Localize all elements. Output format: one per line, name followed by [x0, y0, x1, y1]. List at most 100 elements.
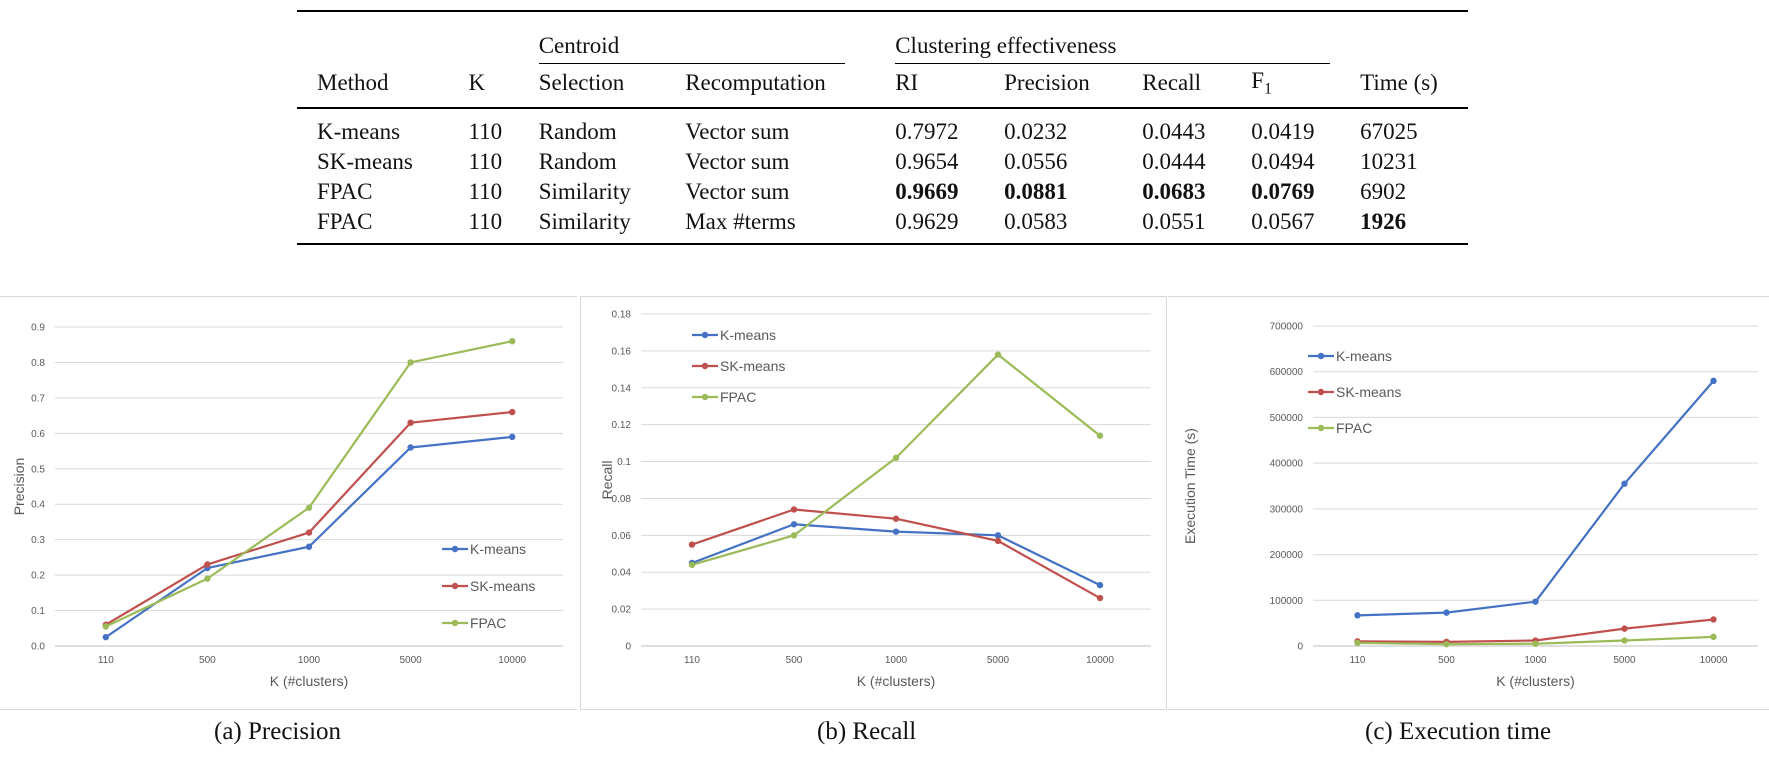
data-point-fpac: [688, 561, 696, 569]
data-point-fpac: [1621, 637, 1628, 644]
cell-recall: 0.0683: [1142, 179, 1206, 204]
data-point-sk-means: [509, 408, 516, 416]
x-axis-title: K (#clusters): [270, 673, 349, 689]
data-point-fpac: [1354, 639, 1361, 647]
precision-chart-panel: 0.0 0.1 0.2 0.3 0.4 0.5 0.6 0.7 0.8 0.9 110 500 1000…: [0, 296, 577, 710]
data-point-fpac: [102, 623, 110, 630]
table-row: K-means 110 Random Vector sum 0.7972 0.0…: [297, 108, 1468, 147]
y-tick-label: 700000: [1270, 322, 1304, 333]
x-axis-title: K (#clusters): [857, 673, 936, 689]
y-tick-label: 0.06: [612, 531, 632, 542]
y-tick-label: 500000: [1270, 413, 1304, 424]
cell-method: FPAC: [297, 207, 449, 245]
centroid-group-header: Centroid: [518, 10, 876, 64]
data-point-sk-means: [790, 506, 798, 513]
x-tick-label: 110: [1350, 655, 1366, 666]
cell-precision: 0.0881: [1004, 179, 1068, 204]
recall-chart-panel: 0 0.02 0.04 0.06 0.08 0.1 0.12 0.14 0.16 0.18 110 5…: [580, 296, 1167, 710]
effectiveness-group-header: Clustering effectiveness: [875, 10, 1341, 64]
data-point-sk-means: [1710, 616, 1717, 623]
x-tick-label: 5000: [399, 655, 422, 666]
col-header-recomputation: Recomputation: [665, 63, 876, 109]
data-point-sk-means: [204, 561, 211, 568]
results-table: Centroid Clustering effectiveness Method…: [297, 10, 1468, 245]
data-point-fpac: [204, 575, 211, 582]
legend-marker-sk-means: [451, 582, 459, 590]
cell-f1: 0.0567: [1231, 207, 1341, 245]
results-table-container: Centroid Clustering effectiveness Method…: [297, 10, 1468, 245]
y-tick-label: 0.12: [612, 420, 632, 431]
recall-chart: 0 0.02 0.04 0.06 0.08 0.1 0.12 0.14 0.16 0.18 110 5…: [599, 310, 1151, 689]
cell-time: 1926: [1340, 207, 1468, 245]
x-axis-title: K (#clusters): [1496, 673, 1575, 689]
cell-f1: 0.0769: [1251, 179, 1315, 204]
x-tick-label: 1000: [885, 655, 908, 666]
legend-label-k-means: K-means: [720, 327, 776, 343]
cell-method: SK-means: [317, 149, 413, 174]
table-row: SK-means 110 Random Vector sum 0.9654 0.…: [297, 147, 1468, 177]
data-point-k-means: [1443, 609, 1450, 616]
y-tick-label: 0.5: [31, 464, 45, 475]
legend-marker-k-means: [1317, 352, 1325, 360]
x-tick-label: 500: [786, 655, 803, 666]
precision-chart: 0.0 0.1 0.2 0.3 0.4 0.5 0.6 0.7 0.8 0.9 110 500 1000…: [11, 323, 563, 689]
data-point-k-means: [892, 528, 900, 535]
y-tick-label: 0.16: [612, 346, 632, 357]
cell-ri: 0.9654: [895, 149, 959, 174]
cell-recall: 0.0551: [1122, 207, 1232, 245]
col-header-ri: RI: [875, 63, 985, 109]
cell-recomputation: Max #terms: [665, 207, 876, 245]
legend-label-sk-means: SK-means: [720, 358, 785, 374]
y-tick-label: 200000: [1270, 550, 1304, 561]
caption-recall: (b) Recall: [817, 718, 917, 745]
data-point-sk-means: [688, 541, 696, 548]
data-point-fpac: [994, 351, 1002, 358]
data-point-fpac: [407, 359, 414, 366]
cell-precision: 0.0232: [1004, 119, 1068, 144]
data-point-sk-means: [892, 515, 900, 522]
data-point-k-means: [509, 433, 516, 441]
data-point-k-means: [1354, 612, 1361, 619]
col-header-precision: Precision: [984, 63, 1123, 109]
legend-label-k-means: K-means: [470, 541, 526, 557]
data-point-k-means: [994, 532, 1002, 539]
caption-precision: (a) Precision: [214, 718, 342, 745]
series-line-k-means: [105, 435, 513, 639]
x-tick-label: 10000: [498, 655, 526, 666]
cell-recomputation: Vector sum: [685, 119, 790, 144]
cell-selection: Similarity: [518, 207, 666, 245]
col-header-recall: Recall: [1122, 63, 1232, 109]
col-header-k: K: [448, 63, 519, 109]
table-row: FPAC 110 Similarity Max #terms 0.9629 0.…: [297, 207, 1468, 245]
y-tick-label: 100000: [1270, 596, 1304, 607]
data-point-fpac: [892, 454, 900, 462]
data-point-fpac: [1710, 633, 1717, 641]
y-tick-label: 0.2: [31, 571, 45, 582]
cell-ri: 0.9669: [895, 179, 959, 204]
data-point-k-means: [102, 633, 110, 641]
cell-k: 110: [448, 207, 519, 245]
data-point-sk-means: [305, 529, 313, 536]
y-tick-label: 0.02: [612, 605, 632, 616]
x-tick-label: 1000: [298, 655, 321, 666]
y-tick-label: 0.6: [31, 429, 45, 440]
data-point-k-means: [1096, 581, 1104, 589]
series-line-sk-means: [691, 508, 1101, 600]
col-header-time: Time (s): [1340, 63, 1468, 109]
cell-time: 67025: [1360, 119, 1418, 144]
data-point-fpac: [1096, 432, 1104, 439]
legend-marker-sk-means: [701, 362, 709, 370]
y-tick-label: 0.8: [31, 358, 45, 369]
data-point-fpac: [305, 504, 313, 511]
cell-precision: 0.0556: [1004, 149, 1068, 174]
legend-label-fpac: FPAC: [720, 389, 756, 405]
legend-marker-fpac: [1317, 424, 1325, 432]
legend-label-sk-means: SK-means: [470, 578, 535, 594]
cell-selection: Random: [538, 119, 617, 144]
cell-selection: Random: [538, 149, 617, 174]
cell-method: FPAC: [317, 179, 373, 204]
y-tick-label: 400000: [1270, 459, 1304, 470]
legend-label-fpac: FPAC: [470, 615, 506, 631]
cell-k: 110: [468, 119, 503, 144]
execution-time-chart-panel: 0 100000 200000 300000 400000 500000 600000 700…: [1168, 296, 1769, 710]
